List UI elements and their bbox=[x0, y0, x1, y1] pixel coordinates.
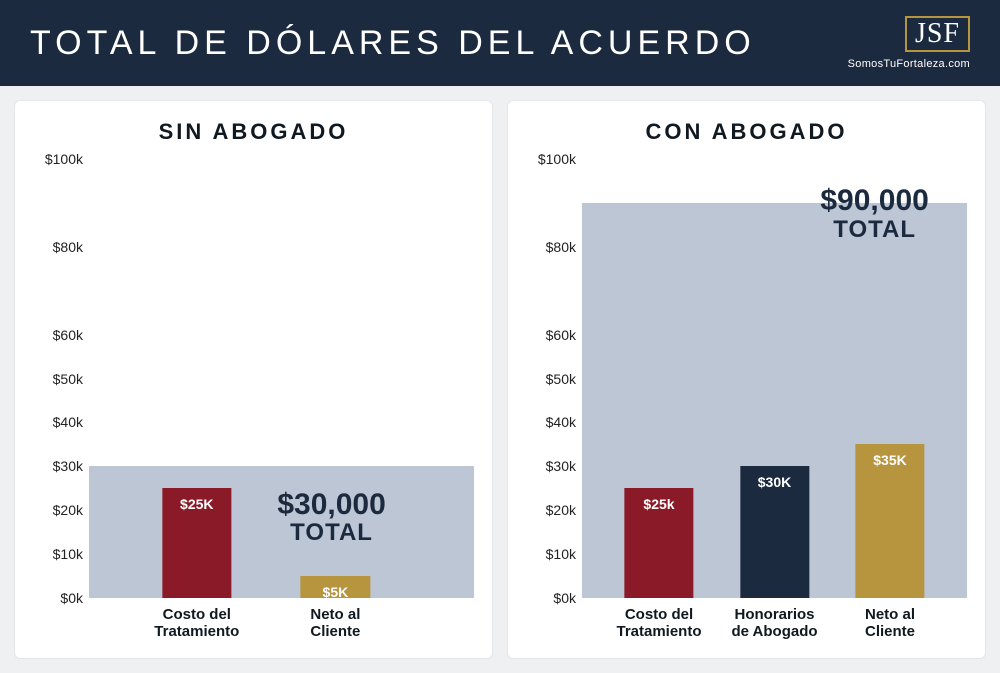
panel-con: CON ABOGADO $0k $10k $20k $30k $40k $50k $60k $8… bbox=[507, 100, 986, 659]
y-tick: $30k bbox=[53, 458, 83, 474]
x-label: Honorarios de Abogado bbox=[731, 606, 817, 641]
y-tick: $100k bbox=[538, 151, 576, 167]
bar-value-label: $30K bbox=[758, 474, 791, 490]
total-amount: $30,000 bbox=[235, 489, 428, 521]
x-label: Costo del Tratamiento bbox=[616, 606, 701, 641]
total-label: $90,000TOTAL bbox=[798, 185, 952, 242]
tagline: SomosTuFortaleza.com bbox=[848, 58, 970, 70]
y-tick: $0k bbox=[60, 590, 83, 606]
x-label: Neto al Cliente bbox=[865, 606, 915, 641]
y-tick: $30k bbox=[546, 458, 576, 474]
total-label: $30,000TOTAL bbox=[235, 489, 428, 546]
panel-title: CON ABOGADO bbox=[526, 119, 967, 145]
x-axis: Costo del Tratamiento Honorarios de Aboga… bbox=[526, 602, 967, 648]
x-label: Costo del Tratamiento bbox=[154, 606, 239, 641]
header: TOTAL DE DÓLARES DEL ACUERDO JSF SomosTu… bbox=[0, 0, 1000, 86]
y-tick: $60k bbox=[53, 327, 83, 343]
y-tick: $20k bbox=[53, 502, 83, 518]
plot-area: $90,000TOTAL $25k $30K $35K bbox=[582, 159, 967, 598]
y-tick: $80k bbox=[53, 239, 83, 255]
total-word: TOTAL bbox=[235, 520, 428, 545]
brand: JSF SomosTuFortaleza.com bbox=[848, 16, 970, 70]
y-tick: $50k bbox=[546, 371, 576, 387]
y-tick: $80k bbox=[546, 239, 576, 255]
x-label: Neto al Cliente bbox=[310, 606, 360, 641]
x-axis-labels: Costo del Tratamiento Honorarios de Aboga… bbox=[582, 602, 967, 648]
logo: JSF bbox=[905, 16, 970, 52]
chart: $0k$10k$20k$30k$40k$50k$60k$80k$100k$90,… bbox=[526, 159, 967, 598]
total-word: TOTAL bbox=[798, 217, 952, 242]
y-tick: $10k bbox=[53, 546, 83, 562]
plot-area: $30,000TOTAL $25K $5K bbox=[89, 159, 474, 598]
y-tick: $40k bbox=[53, 414, 83, 430]
bar-value-label: $5K bbox=[323, 584, 349, 600]
panel-sin: SIN ABOGADO $0k $10k $20k $30k $40k $50k $60k $8… bbox=[14, 100, 493, 659]
y-tick: $0k bbox=[553, 590, 576, 606]
total-amount: $90,000 bbox=[798, 185, 952, 217]
y-tick: $40k bbox=[546, 414, 576, 430]
bar-value-label: $35K bbox=[873, 452, 906, 468]
bar: $25k bbox=[624, 488, 693, 598]
y-axis: $0k$10k$20k$30k$40k$50k$60k$80k$100k bbox=[526, 159, 582, 598]
x-axis-spacer bbox=[526, 602, 582, 648]
bar: $25K bbox=[162, 488, 231, 598]
y-tick: $60k bbox=[546, 327, 576, 343]
panels: SIN ABOGADO $0k $10k $20k $30k $40k $50k $60k $8… bbox=[0, 86, 1000, 673]
x-axis-spacer bbox=[33, 602, 89, 648]
y-tick: $50k bbox=[53, 371, 83, 387]
chart: $0k$10k$20k$30k$40k$50k$60k$80k$100k$30,… bbox=[33, 159, 474, 598]
y-tick: $20k bbox=[546, 502, 576, 518]
bar-value-label: $25K bbox=[180, 496, 213, 512]
y-tick: $100k bbox=[45, 151, 83, 167]
panel-title: SIN ABOGADO bbox=[33, 119, 474, 145]
y-tick: $10k bbox=[546, 546, 576, 562]
y-axis: $0k$10k$20k$30k$40k$50k$60k$80k$100k bbox=[33, 159, 89, 598]
page-title: TOTAL DE DÓLARES DEL ACUERDO bbox=[30, 24, 756, 63]
bar: $30K bbox=[740, 466, 809, 598]
x-axis-labels: Costo del Tratamiento Neto al Cliente bbox=[89, 602, 474, 648]
bar: $5K bbox=[301, 576, 370, 598]
bar-value-label: $25k bbox=[643, 496, 674, 512]
bar: $35K bbox=[855, 444, 924, 598]
x-axis: Costo del Tratamiento Neto al Cliente bbox=[33, 602, 474, 648]
